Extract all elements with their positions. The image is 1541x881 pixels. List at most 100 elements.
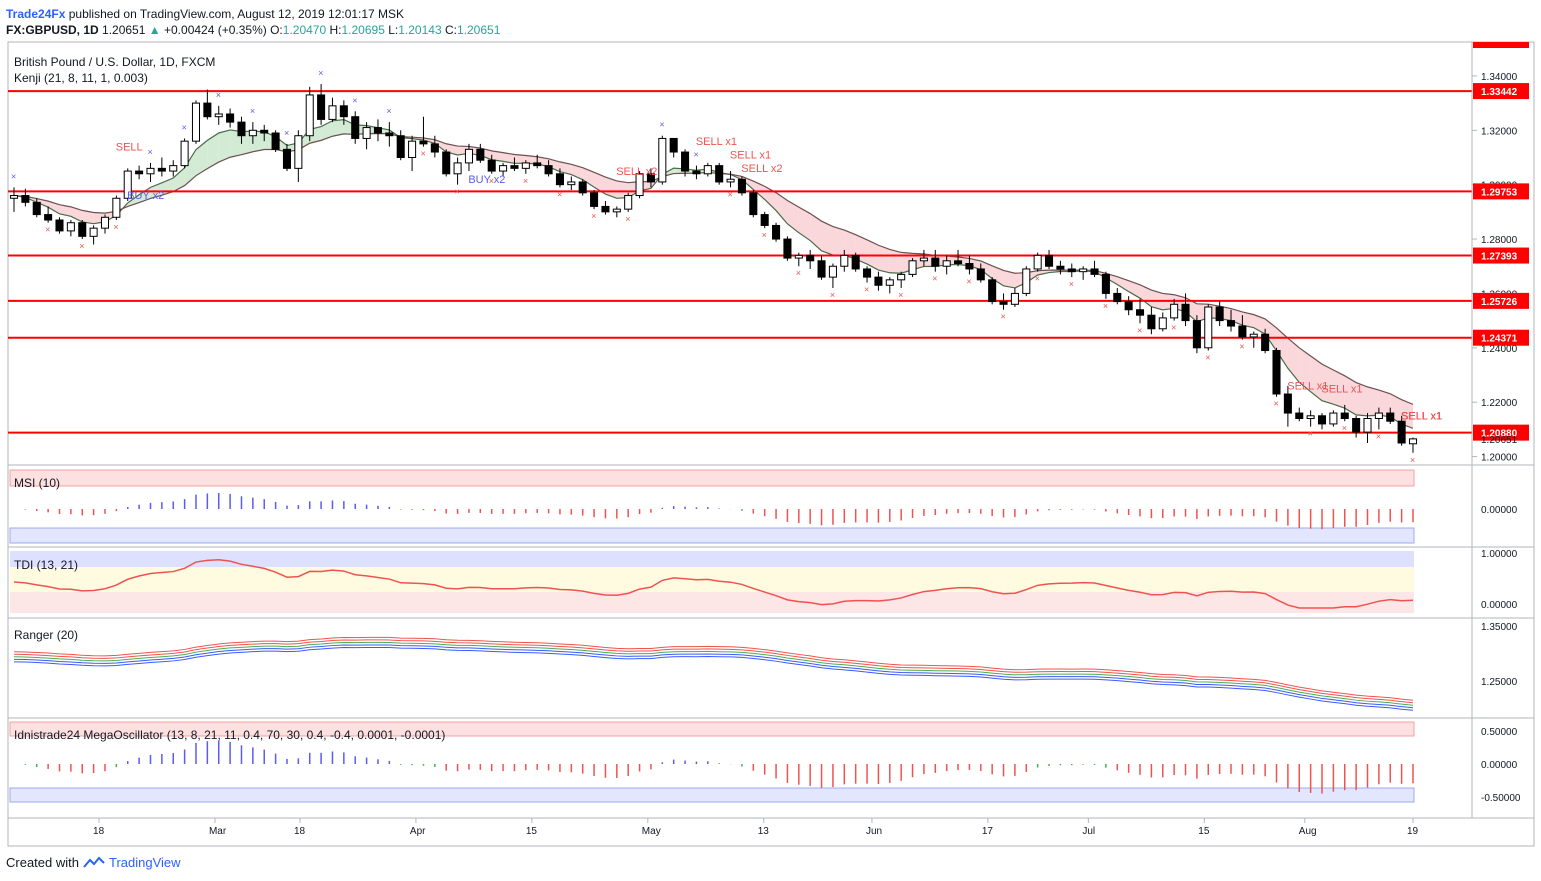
candle-body xyxy=(601,205,610,213)
time-tick-label: 15 xyxy=(1198,826,1210,837)
candle-body xyxy=(146,167,155,175)
msi-label: MSI (10) xyxy=(14,476,60,490)
tdi-label: TDI (13, 21) xyxy=(14,558,78,572)
bull-cloud-segment xyxy=(195,140,208,176)
time-tick-label: Mar xyxy=(209,826,227,837)
candle-body xyxy=(339,105,348,118)
osc-upper-band xyxy=(9,721,1415,737)
ranger-line xyxy=(13,641,1414,706)
bear-cloud-segment xyxy=(810,213,822,251)
level-tag-label: 1.20880 xyxy=(1481,429,1518,440)
candle-body xyxy=(1056,265,1065,270)
candle-body xyxy=(180,140,189,167)
bear-cloud-segment xyxy=(434,139,447,152)
bear-cloud-segment xyxy=(1299,347,1311,392)
candle-body xyxy=(612,208,621,213)
kenji-fast-line xyxy=(13,119,1414,429)
footer: Created with TradingView xyxy=(6,855,181,870)
bull-cloud-segment xyxy=(218,129,231,163)
candle-body xyxy=(954,260,963,265)
bear-cloud-segment xyxy=(787,200,799,233)
signal-marker: × xyxy=(762,230,767,240)
candle-body xyxy=(1238,325,1247,338)
tdi-tick-label: 1.00000 xyxy=(1481,549,1518,560)
candle-body xyxy=(874,276,883,286)
candle-body xyxy=(681,151,690,172)
candle-body xyxy=(1090,268,1099,275)
candle-body xyxy=(1113,292,1122,303)
candle-body xyxy=(658,137,667,183)
candle-body xyxy=(135,170,144,175)
candle-body xyxy=(9,195,19,199)
price-tick-label: 1.20000 xyxy=(1481,453,1518,464)
signal-marker: × xyxy=(216,90,221,100)
candle-body xyxy=(1045,254,1054,267)
level-tag-label: 1.24371 xyxy=(1481,334,1518,345)
bear-cloud-segment xyxy=(821,221,833,256)
candle-body xyxy=(203,102,212,118)
time-tick-label: May xyxy=(642,826,661,837)
candle-body xyxy=(499,165,508,172)
signal-marker: × xyxy=(728,189,733,199)
candle-body xyxy=(703,165,712,175)
candle-body xyxy=(1192,320,1201,349)
candle-body xyxy=(1261,333,1270,352)
candle-body xyxy=(988,279,997,303)
level-tag-label: 1.27393 xyxy=(1481,252,1518,263)
brand-link[interactable]: Trade24Fx xyxy=(6,7,66,21)
candle-body xyxy=(760,214,769,226)
candle-body xyxy=(1363,417,1372,433)
level-tag xyxy=(1473,329,1529,346)
price-tick-label: 1.34000 xyxy=(1481,72,1518,83)
signal-marker: × xyxy=(830,290,835,300)
osc-tick-label: 0.50000 xyxy=(1481,727,1518,738)
sell-signal-label: SELL x1 xyxy=(1287,381,1328,393)
ranger-line xyxy=(13,644,1414,709)
candle-body xyxy=(851,254,860,270)
msi-upper-band xyxy=(9,469,1415,487)
sell-signal-label: SELL x1 xyxy=(1401,411,1442,423)
chart-title: British Pound / U.S. Dollar, 1D, FXCM xyxy=(14,55,215,69)
candle-body xyxy=(464,148,473,164)
signal-marker: × xyxy=(796,268,801,278)
time-tick-label: Aug xyxy=(1299,826,1317,837)
candle-body xyxy=(1204,306,1213,349)
bear-cloud-segment xyxy=(1128,280,1141,299)
bear-cloud-segment xyxy=(980,260,993,279)
candle-body xyxy=(1226,320,1236,327)
candle-body xyxy=(1329,412,1338,425)
candle-body xyxy=(226,113,235,123)
candle-body xyxy=(487,159,496,172)
signal-marker: × xyxy=(523,176,528,186)
tradingview-link[interactable]: TradingView xyxy=(108,855,181,870)
candle-body xyxy=(373,127,382,134)
sell-signal-label: SELL x1 xyxy=(1321,383,1362,395)
open-value: 1.20470 xyxy=(282,23,327,37)
signal-marker: × xyxy=(1308,429,1313,439)
candle-body xyxy=(567,181,576,186)
candle-body xyxy=(635,173,644,197)
signal-marker: × xyxy=(693,150,698,160)
candle-body xyxy=(1306,415,1315,419)
candle-body xyxy=(863,268,872,278)
tdi-line xyxy=(13,559,1414,609)
bear-cloud-segment xyxy=(605,177,617,199)
bear-cloud-segment xyxy=(525,155,538,164)
candle-body xyxy=(1408,438,1418,445)
candle-body xyxy=(590,192,599,207)
bear-cloud-segment xyxy=(969,258,981,270)
candle-body xyxy=(1317,415,1327,425)
candle-body xyxy=(521,162,530,169)
bear-cloud-segment xyxy=(878,245,890,273)
bear-cloud-segment xyxy=(1344,375,1357,415)
candle-body xyxy=(1352,417,1361,433)
candle-body xyxy=(112,197,121,218)
candle-body xyxy=(783,238,792,259)
candle-body xyxy=(237,121,246,137)
candle-body xyxy=(726,178,735,183)
candle-body xyxy=(453,162,462,175)
candle-body xyxy=(646,173,655,183)
candle-body xyxy=(55,219,64,232)
bear-cloud-segment xyxy=(1322,364,1334,405)
